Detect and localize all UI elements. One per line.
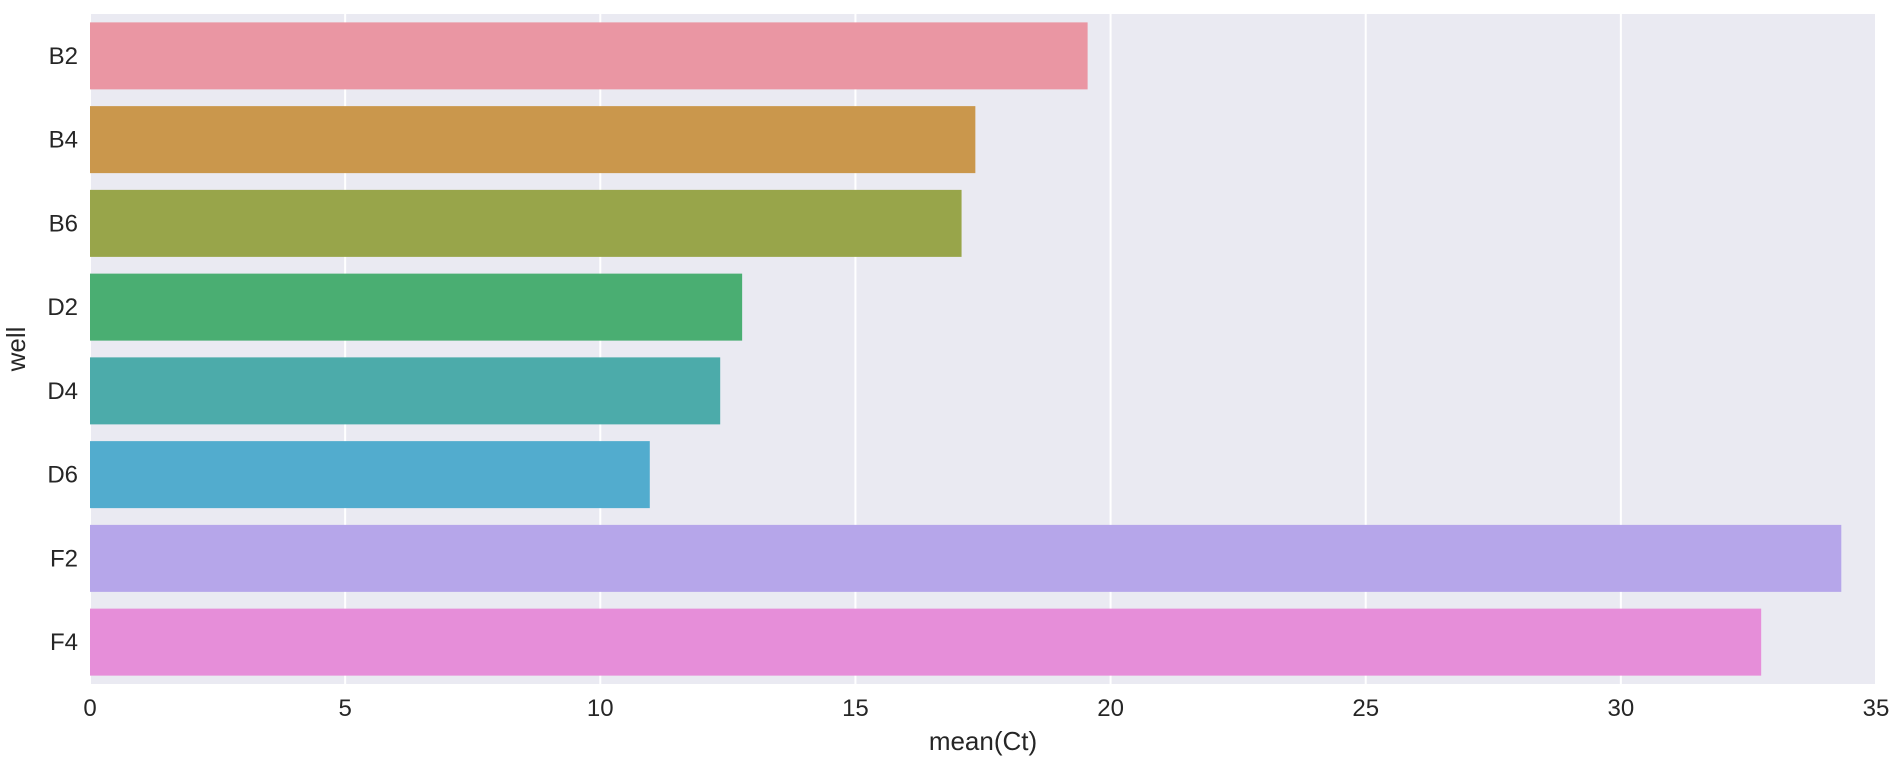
x-tick-label: 5 bbox=[338, 695, 351, 722]
bar-f2 bbox=[90, 524, 1842, 592]
y-tick-label: D2 bbox=[47, 294, 78, 321]
bars bbox=[90, 22, 1842, 676]
x-tick-label: 25 bbox=[1352, 695, 1379, 722]
bar-d2 bbox=[90, 273, 743, 341]
y-tick-label: B6 bbox=[49, 210, 78, 237]
x-tick-label: 35 bbox=[1863, 695, 1890, 722]
bar-f4 bbox=[90, 608, 1762, 676]
y-tick-label: B2 bbox=[49, 43, 78, 70]
x-tick-labels: 0 5 10 15 20 25 30 35 bbox=[83, 695, 1889, 722]
x-tick-label: 20 bbox=[1097, 695, 1124, 722]
x-tick-label: 30 bbox=[1608, 695, 1635, 722]
x-tick-label: 10 bbox=[587, 695, 614, 722]
x-axis-label: mean(Ct) bbox=[929, 726, 1037, 756]
y-tick-label: D6 bbox=[47, 462, 78, 489]
y-tick-label: F4 bbox=[50, 629, 78, 656]
bar-b6 bbox=[90, 189, 962, 257]
y-tick-label: D4 bbox=[47, 378, 78, 405]
bar-d6 bbox=[90, 441, 650, 509]
y-tick-labels: B2 B4 B6 D2 D4 D6 F2 F4 bbox=[47, 43, 78, 656]
bar-b4 bbox=[90, 106, 976, 174]
bar-b2 bbox=[90, 22, 1088, 90]
y-tick-label: F2 bbox=[50, 545, 78, 572]
y-tick-label: B4 bbox=[49, 127, 78, 154]
x-tick-label: 15 bbox=[842, 695, 869, 722]
y-axis-label: well bbox=[1, 327, 31, 373]
bar-d4 bbox=[90, 357, 721, 425]
x-tick-label: 0 bbox=[83, 695, 96, 722]
